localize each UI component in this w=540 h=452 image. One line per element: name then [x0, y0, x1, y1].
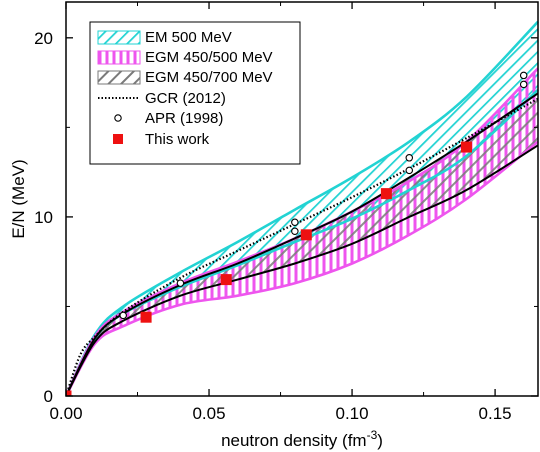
legend-frame — [89, 21, 301, 165]
apr-point-1 — [176, 279, 185, 287]
this-work-point-0 — [66, 390, 72, 396]
legend: EM 500 MeV EGM 450/500 MeV EGM 450/700 M… — [89, 21, 301, 165]
x-axis-title: neutron density (fm-3) — [221, 428, 383, 450]
apr-point-0 — [119, 311, 127, 320]
y-tick-label: 10 — [34, 208, 53, 227]
x-tick-label: 0.15 — [479, 404, 512, 423]
this-work-point-1 — [140, 311, 152, 323]
ticks-layer: 0.00 0.05 0.10 0.15 0 10 20 — [34, 2, 538, 423]
band-egm-450-700-mev — [66, 93, 538, 396]
band-lower-edge-egm-450-700-mev — [66, 144, 539, 396]
band-upper-edge-em-500-mev — [66, 20, 539, 396]
this-work-point-5 — [460, 141, 472, 153]
bands-layer — [66, 20, 539, 396]
y-tick-label: 0 — [44, 387, 53, 406]
legend-label-this-work: This work — [145, 131, 210, 148]
x-axis-title-superscript: -3 — [367, 428, 378, 442]
this-work-point-3 — [300, 229, 312, 241]
legend-marker-this-work — [113, 134, 123, 144]
apr-point-2 — [291, 227, 299, 235]
apr-point-4 — [405, 166, 414, 175]
plot-frame — [65, 1, 539, 397]
x-tick-label: 0.00 — [49, 404, 82, 423]
legend-marker-apr — [114, 114, 122, 122]
legend-label-gcr: GCR (2012) — [145, 90, 226, 107]
this-work-point-2 — [220, 274, 232, 286]
y-tick-label: 20 — [34, 29, 53, 48]
legend-label-egm-450-500: EGM 450/500 MeV — [145, 49, 273, 66]
legend-label-em-500: EM 500 MeV — [145, 29, 232, 46]
band-lower-edge-egm-450-500-mev — [66, 140, 539, 396]
this-work-point-4 — [380, 188, 392, 200]
apr-point-7 — [519, 71, 528, 80]
x-tick-label: 0.05 — [192, 404, 225, 423]
x-tick-label: 0.10 — [336, 404, 369, 423]
band-upper-edge-egm-450-700-mev — [66, 92, 539, 396]
x-axis-title-main: neutron density (fm — [221, 431, 367, 450]
legend-swatch-em-500 — [97, 30, 141, 45]
x-axis-title-close: ) — [377, 431, 383, 450]
legend-label-egm-450-700: EGM 450/700 MeV — [145, 69, 273, 86]
apr-point-6 — [519, 80, 528, 89]
legend-label-apr: APR (1998) — [145, 110, 223, 127]
band-em-500-mev — [66, 21, 538, 396]
plot-area — [66, 20, 539, 396]
legend-swatch-egm-450-500 — [97, 50, 141, 65]
apr-point-5 — [405, 154, 414, 162]
markers-layer — [66, 71, 528, 396]
legend-swatch-egm-450-700 — [97, 70, 141, 85]
apr-point-3 — [291, 218, 299, 227]
y-axis-title: E/N (MeV) — [9, 159, 28, 238]
